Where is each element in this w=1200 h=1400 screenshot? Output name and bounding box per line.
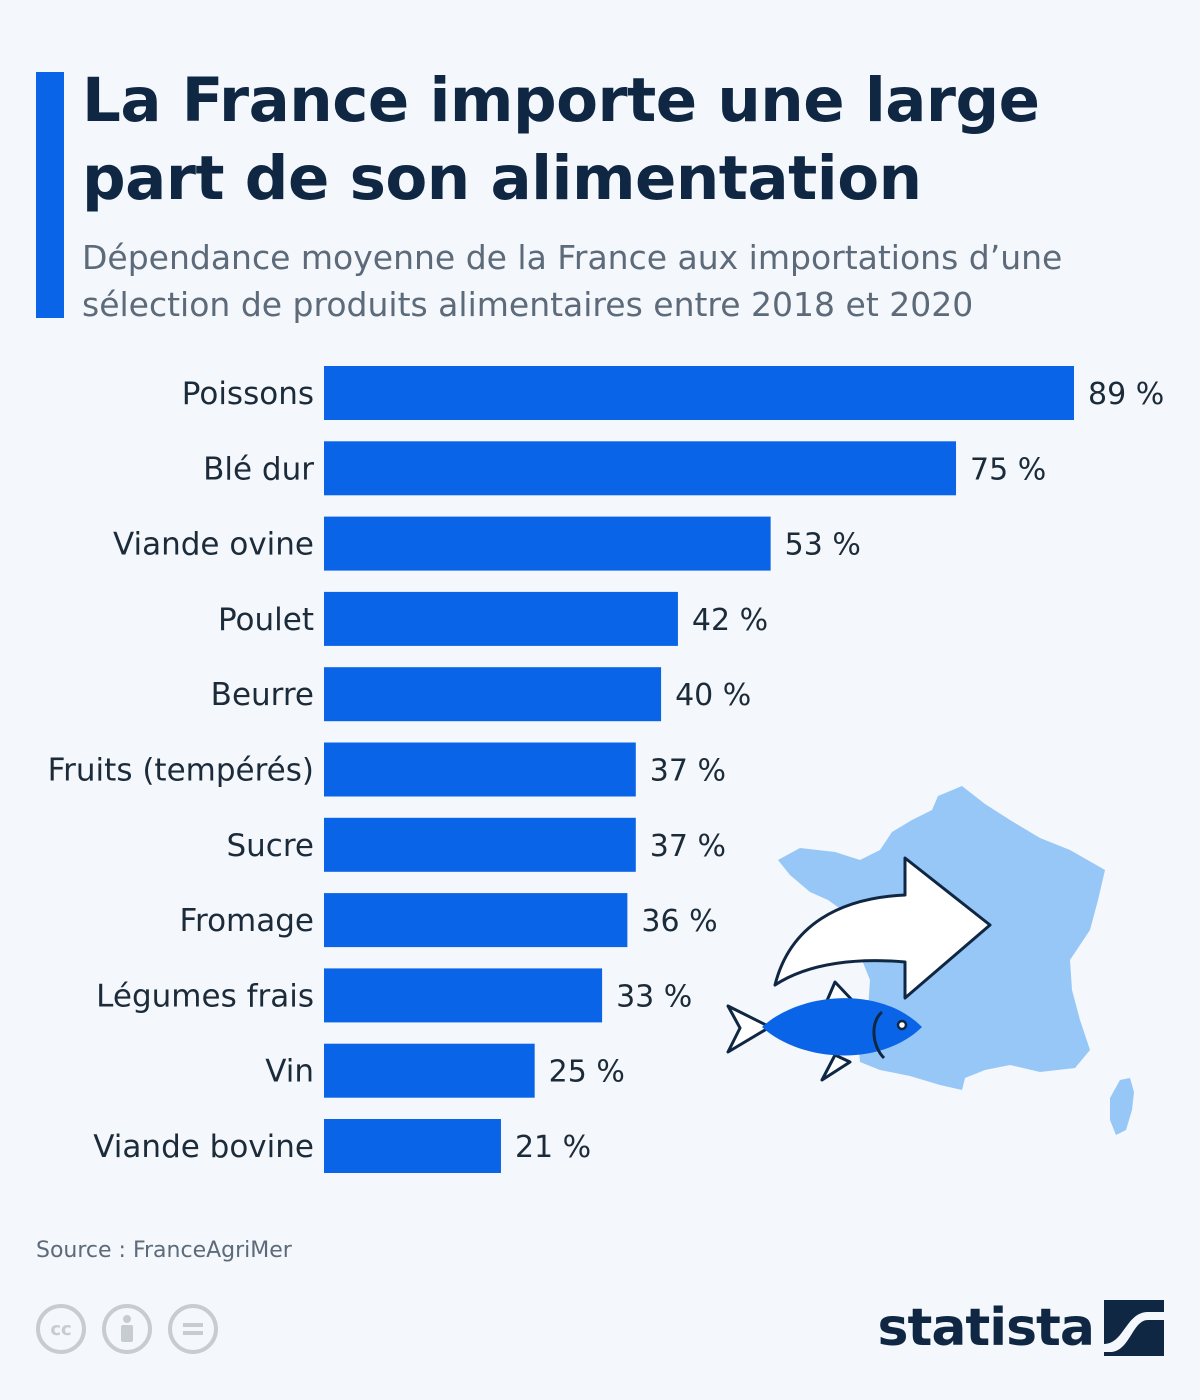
category-label: Vin [265, 1054, 314, 1090]
license-icons: cc [36, 1304, 218, 1354]
fish-gill-icon [872, 1010, 886, 1060]
category-label: Beurre [211, 677, 314, 713]
category-label: Viande ovine [113, 527, 314, 563]
bar [324, 817, 636, 872]
bar [324, 1043, 535, 1098]
category-label: Fromage [179, 903, 314, 939]
category-label: Poissons [182, 376, 314, 412]
value-label: 37 % [650, 754, 726, 789]
value-label: 75 % [970, 452, 1046, 487]
source-note: Source : FranceAgriMer [36, 1238, 292, 1263]
category-label: Viande bovine [93, 1129, 314, 1165]
corsica-icon [1110, 1078, 1134, 1135]
category-label: Blé dur [203, 451, 314, 487]
value-label: 42 % [692, 603, 768, 638]
cc-icon[interactable]: cc [36, 1304, 86, 1354]
bar [324, 742, 636, 797]
bar [324, 366, 1074, 420]
statista-brand[interactable]: statista [878, 1298, 1164, 1358]
bar [324, 516, 771, 571]
bar [324, 893, 628, 948]
value-label: 25 % [549, 1055, 625, 1090]
fish-eye-icon [896, 1019, 908, 1031]
arrow-illustration [773, 856, 992, 1000]
fish-bottom-fin-icon [820, 1053, 852, 1082]
category-label: Sucre [226, 828, 314, 864]
value-label: 21 % [515, 1130, 591, 1165]
chart-marks: Poissons 89 % Blé dur 75 % Viande ovine 53 % P… [48, 366, 1164, 1173]
category-label: Poulet [218, 602, 314, 638]
bar [324, 968, 603, 1023]
by-icon[interactable] [102, 1304, 152, 1354]
brand-wordmark: statista [877, 1298, 1095, 1358]
statista-logo-icon [1104, 1300, 1164, 1356]
bar [324, 1119, 501, 1173]
value-label: 37 % [650, 829, 726, 864]
value-label: 40 % [675, 678, 751, 713]
value-label: 33 % [616, 979, 692, 1014]
category-label: Fruits (tempérés) [48, 753, 314, 789]
chart-subtitle: Dépendance moyenne de la France aux impo… [82, 238, 1063, 324]
nd-icon[interactable] [168, 1304, 218, 1354]
value-label: 89 % [1088, 377, 1164, 412]
curved-arrow-icon [773, 856, 992, 1000]
value-label: 53 % [785, 528, 861, 563]
bar [324, 591, 678, 646]
bar [324, 667, 662, 722]
category-label: Légumes frais [96, 978, 314, 1014]
fish-tail-icon [726, 1004, 772, 1054]
title-accent-bar [36, 72, 64, 318]
value-label: 36 % [641, 904, 717, 939]
fish-illustration [726, 980, 922, 1082]
chart-title: La France importe une large part de son … [82, 65, 1040, 214]
bar [324, 441, 957, 496]
